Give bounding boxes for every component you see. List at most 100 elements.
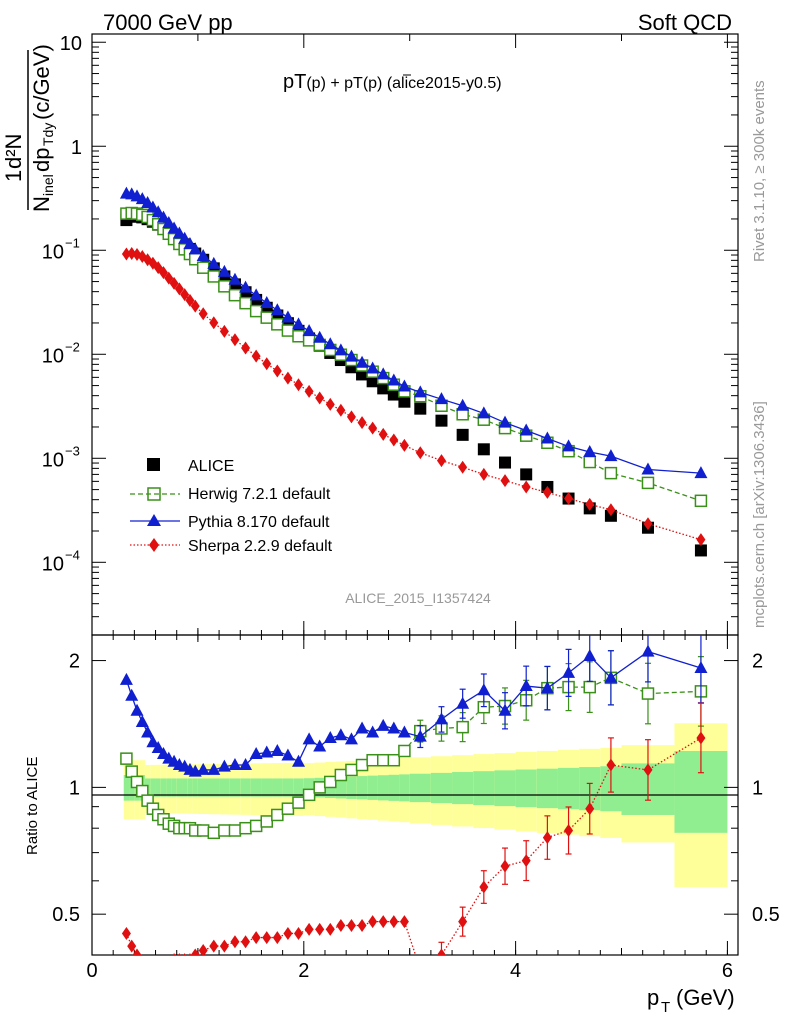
ratio-point — [121, 926, 131, 940]
data-point — [241, 341, 251, 355]
data-point — [606, 503, 616, 517]
ratio-y-tick-label: 0.5 — [52, 904, 80, 926]
data-point — [434, 392, 448, 405]
data-point — [499, 456, 512, 469]
ratio-point — [355, 721, 369, 734]
band-inner — [356, 776, 368, 800]
data-point — [121, 247, 131, 261]
data-point — [336, 403, 346, 417]
ratio-point — [183, 953, 186, 955]
data-point — [292, 317, 306, 330]
data-point — [304, 384, 314, 398]
data-point — [251, 349, 261, 363]
band-inner — [473, 771, 495, 806]
legend-marker-herwig — [147, 487, 161, 501]
ratio-point — [562, 665, 576, 678]
data-point — [542, 485, 552, 499]
ratio-point — [132, 948, 142, 955]
ratio-point — [292, 796, 305, 809]
ratio-point — [249, 819, 263, 833]
y-tick-label: 10 — [42, 553, 64, 575]
ratio-point — [564, 823, 574, 837]
ratio-point — [196, 762, 210, 775]
main-y-axis-label: 1 d²N N inel dp Tdy (c/GeV) — [1, 44, 56, 212]
data-point — [500, 474, 510, 488]
y-tick-label: 10 — [42, 449, 64, 471]
ratio-point — [324, 775, 337, 789]
ratio-point — [262, 931, 272, 945]
data-point — [643, 517, 653, 531]
ratio-point — [260, 815, 273, 828]
x-tick-label: 0 — [86, 960, 97, 982]
data-point — [325, 397, 335, 411]
svg-text:d²N: d²N — [1, 134, 26, 169]
legend-label-herwig: Herwig 7.2.1 default — [188, 486, 331, 503]
data-point — [169, 276, 179, 290]
svg-text:1: 1 — [1, 170, 26, 182]
legend-label-alice: ALICE — [188, 458, 234, 475]
ratio-point — [120, 752, 133, 765]
ratio-point — [146, 735, 160, 748]
data-point — [270, 303, 284, 316]
ratio-y-tick-label-right: 1 — [752, 777, 763, 799]
band-inner — [557, 767, 580, 810]
rivet-label: Rivet 3.1.10, ≥ 300k events — [751, 80, 768, 262]
ratio-point — [345, 763, 358, 777]
x-tick-label: 2 — [298, 960, 309, 982]
y-tick-exponent: −4 — [65, 547, 80, 562]
legend-marker-sherpa — [149, 538, 159, 552]
ratio-point — [542, 831, 552, 845]
data-point — [521, 480, 531, 494]
ratio-point — [378, 915, 388, 929]
band-inner — [155, 778, 161, 797]
data-point — [456, 398, 470, 411]
y-tick-exponent: −1 — [65, 235, 80, 250]
ratio-point — [143, 963, 152, 976]
ratio-point — [251, 931, 261, 945]
ratio-point — [416, 963, 425, 976]
band-inner — [515, 769, 537, 808]
ratio-point — [696, 731, 706, 745]
ratio-point — [585, 802, 595, 816]
ratio-point — [207, 826, 221, 840]
data-point — [158, 266, 168, 280]
ratio-point — [521, 854, 531, 868]
ratio-point — [336, 918, 346, 932]
data-point — [151, 205, 165, 218]
data-point — [302, 324, 316, 337]
ratio-point — [148, 963, 157, 976]
band-inner — [208, 778, 220, 797]
ratio-point — [196, 824, 210, 837]
data-point — [520, 468, 533, 481]
ratio-point — [376, 718, 390, 731]
band-inner — [261, 778, 273, 797]
data-point — [344, 349, 358, 362]
data-point — [346, 410, 356, 424]
ratio-point — [294, 926, 304, 940]
y-tick-exponent: −2 — [65, 339, 80, 354]
data-point — [230, 333, 240, 347]
ratio-point — [643, 763, 653, 777]
data-point — [262, 357, 272, 371]
energy-label: 7000 GeV pp — [103, 10, 233, 35]
ratio-point — [151, 741, 165, 754]
data-point — [249, 304, 263, 318]
ratio-point — [604, 670, 618, 683]
data-point — [334, 343, 348, 356]
data-point — [315, 391, 325, 405]
ratio-point — [249, 747, 263, 760]
band-inner — [494, 770, 516, 807]
ratio-point — [477, 683, 491, 696]
band-inner — [303, 778, 315, 797]
ratio-point — [500, 859, 510, 873]
y-tick-label: 1 — [71, 137, 82, 159]
band-inner — [388, 774, 400, 801]
data-point — [435, 414, 448, 427]
ratio-point — [694, 661, 708, 674]
data-point — [323, 337, 337, 350]
band-inner — [240, 778, 251, 797]
data-point — [188, 242, 202, 255]
ratio-point — [344, 732, 358, 745]
data-point — [156, 210, 170, 223]
pbar-label: (p) — [363, 75, 383, 92]
